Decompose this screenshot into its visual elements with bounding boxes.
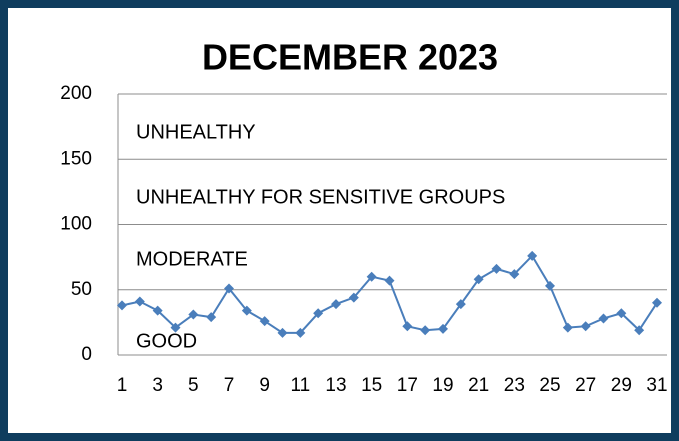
y-tick-label: 150 [60, 148, 92, 169]
x-tick-label: 5 [188, 375, 199, 396]
marker [652, 297, 662, 308]
marker [206, 312, 217, 323]
marker [616, 308, 627, 319]
marker [313, 308, 324, 319]
annotation: UNHEALTHY [136, 121, 256, 143]
marker [188, 309, 199, 320]
chart-title: DECEMBER 2023 [202, 37, 498, 78]
y-tick-label: 50 [71, 279, 92, 300]
y-tick-label: 100 [60, 214, 92, 235]
x-tick-label: 17 [397, 375, 418, 396]
y-tick-label: 200 [60, 83, 92, 104]
x-tick-label: 21 [468, 375, 489, 396]
annotation: MODERATE [136, 248, 248, 270]
marker [277, 327, 288, 338]
marker [491, 263, 502, 274]
marker [598, 313, 609, 324]
marker [117, 300, 127, 311]
x-tick-label: 29 [611, 375, 632, 396]
x-tick-label: 23 [504, 375, 525, 396]
marker [241, 305, 252, 316]
marker [562, 322, 573, 333]
x-tick-label: 9 [259, 375, 270, 396]
x-tick-label: 1 [117, 375, 128, 396]
marker [509, 269, 520, 280]
x-tick-label: 19 [432, 375, 453, 396]
x-tick-label: 7 [224, 375, 235, 396]
x-tick-label: 25 [539, 375, 560, 396]
marker [420, 325, 431, 336]
marker [473, 274, 484, 285]
marker [438, 323, 448, 334]
marker [402, 321, 413, 332]
marker [348, 292, 359, 303]
x-tick-label: 15 [361, 375, 382, 396]
marker [295, 327, 306, 338]
annotation: GOOD [136, 330, 197, 352]
x-tick-label: 13 [325, 375, 346, 396]
marker [384, 275, 395, 286]
marker [527, 250, 538, 261]
x-tick-label: 27 [575, 375, 596, 396]
y-tick-label: 0 [81, 344, 92, 365]
marker [545, 280, 555, 291]
annotation: UNHEALTHY FOR SENSITIVE GROUPS [136, 186, 505, 208]
marker [224, 283, 234, 294]
marker [634, 325, 645, 336]
marker [366, 271, 377, 282]
marker [331, 299, 341, 310]
x-tick-label: 31 [646, 375, 667, 396]
marker [152, 305, 163, 316]
x-tick-label: 3 [152, 375, 163, 396]
marker [134, 296, 145, 307]
marker [259, 316, 270, 327]
x-tick-label: 11 [290, 375, 310, 396]
marker [455, 299, 466, 310]
marker [580, 321, 591, 332]
marker [170, 322, 181, 333]
